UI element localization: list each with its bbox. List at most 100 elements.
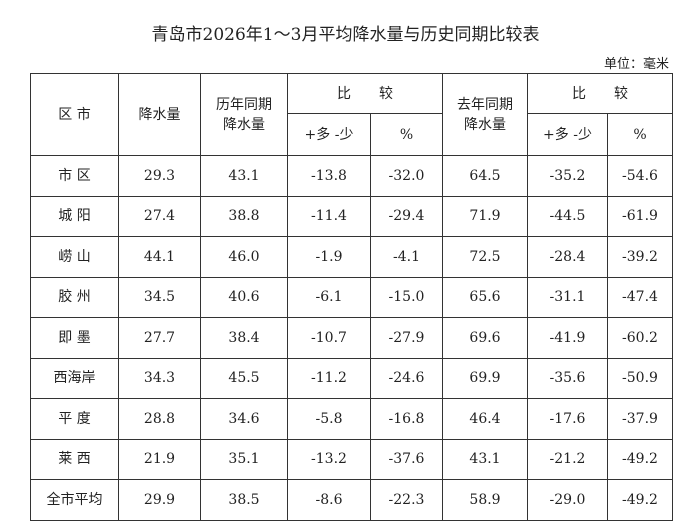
value-cell: -49.2 [607, 438, 673, 480]
value-cell: -61.9 [607, 195, 673, 237]
value-cell: -11.2 [287, 357, 371, 399]
value-cell: -21.2 [527, 438, 608, 480]
value-cell: 34.6 [200, 398, 288, 440]
value-cell: -16.8 [370, 398, 443, 440]
value-cell: 27.7 [118, 317, 201, 359]
value-cell: -54.6 [607, 155, 673, 197]
value-cell: 58.9 [442, 479, 528, 521]
value-cell: 21.9 [118, 438, 201, 480]
district-cell: 胶 州 [30, 276, 119, 318]
value-cell: 29.9 [118, 479, 201, 521]
header-cell: 比 较 [287, 73, 443, 114]
header-line: 去年同期 [457, 96, 513, 113]
header-cell: 降水量 [118, 73, 201, 156]
value-cell: 27.4 [118, 195, 201, 237]
value-cell: -49.2 [607, 479, 673, 521]
value-cell: 46.0 [200, 236, 288, 278]
value-cell: -8.6 [287, 479, 371, 521]
value-cell: 46.4 [442, 398, 528, 440]
value-cell: 38.5 [200, 479, 288, 521]
unit: 单位：毫米 [603, 57, 669, 72]
value-cell: -5.8 [287, 398, 371, 440]
value-cell: -10.7 [287, 317, 371, 359]
header-line: 降水量 [223, 116, 265, 133]
value-cell: -29.4 [370, 195, 443, 237]
data-row: 平 度 28.8 34.6 -5.8 -16.8 46.4 -17.6 -37.9 [30, 398, 673, 440]
value-cell: 28.8 [118, 398, 201, 440]
value-cell: 38.8 [200, 195, 288, 237]
data-row: 莱 西 21.9 35.1 -13.2 -37.6 43.1 -21.2 -49.2 [30, 438, 673, 480]
title: 青岛市2026年1～3月平均降水量与历史同期比较表 [151, 25, 540, 45]
value-cell: 40.6 [200, 276, 288, 318]
header-cell: 区 市 [30, 73, 119, 156]
district-cell: 市 区 [30, 155, 119, 197]
value-cell: -6.1 [287, 276, 371, 318]
value-cell: -60.2 [607, 317, 673, 359]
header-cell: 历年同期 降水量 [200, 73, 288, 156]
value-cell: 34.5 [118, 276, 201, 318]
district-cell: 西海岸 [30, 357, 119, 399]
district-cell: 全市平均 [30, 479, 119, 521]
data-row: 西海岸 34.3 45.5 -11.2 -24.6 69.9 -35.6 -50.9 [30, 357, 673, 399]
data-row: 全市平均 29.9 38.5 -8.6 -22.3 58.9 -29.0 -49.2 [30, 479, 673, 521]
value-cell: -37.9 [607, 398, 673, 440]
value-cell: 35.1 [200, 438, 288, 480]
value-cell: 34.3 [118, 357, 201, 399]
value-cell: -47.4 [607, 276, 673, 318]
value-cell: -28.4 [527, 236, 608, 278]
value-cell: -44.5 [527, 195, 608, 237]
header-cell: +多 -少 [287, 113, 371, 156]
district-cell: 城 阳 [30, 195, 119, 237]
value-cell: 38.4 [200, 317, 288, 359]
header-cell: +多 -少 [527, 113, 608, 156]
value-cell: -39.2 [607, 236, 673, 278]
value-cell: 71.9 [442, 195, 528, 237]
value-cell: 44.1 [118, 236, 201, 278]
value-cell: -37.6 [370, 438, 443, 480]
header-cell: 比 较 [527, 73, 673, 114]
value-cell: -17.6 [527, 398, 608, 440]
value-cell: -41.9 [527, 317, 608, 359]
table: 区 市 降水量 历年同期 降水量 比 较 去年同期 降水量 比 较 +多 -少 % … [30, 73, 673, 521]
district-cell: 崂 山 [30, 236, 119, 278]
value-cell: 64.5 [442, 155, 528, 197]
value-cell: -22.3 [370, 479, 443, 521]
value-cell: 65.6 [442, 276, 528, 318]
data-row: 城 阳 27.4 38.8 -11.4 -29.4 71.9 -44.5 -61.9 [30, 195, 673, 237]
header-cell: % [370, 113, 443, 156]
district-cell: 即 墨 [30, 317, 119, 359]
value-cell: -13.2 [287, 438, 371, 480]
header-line: 降水量 [464, 116, 506, 133]
district-cell: 莱 西 [30, 438, 119, 480]
data-row: 市 区 29.3 43.1 -13.8 -32.0 64.5 -35.2 -54.6 [30, 155, 673, 197]
value-cell: -32.0 [370, 155, 443, 197]
data-row: 胶 州 34.5 40.6 -6.1 -15.0 65.6 -31.1 -47.4 [30, 276, 673, 318]
value-cell: -13.8 [287, 155, 371, 197]
header-cell: % [607, 113, 673, 156]
value-cell: -24.6 [370, 357, 443, 399]
district-cell: 平 度 [30, 398, 119, 440]
value-cell: 69.9 [442, 357, 528, 399]
value-cell: -29.0 [527, 479, 608, 521]
value-cell: -31.1 [527, 276, 608, 318]
value-cell: 43.1 [442, 438, 528, 480]
value-cell: -50.9 [607, 357, 673, 399]
data-row: 崂 山 44.1 46.0 -1.9 -4.1 72.5 -28.4 -39.2 [30, 236, 673, 278]
value-cell: -4.1 [370, 236, 443, 278]
value-cell: 29.3 [118, 155, 201, 197]
value-cell: 69.6 [442, 317, 528, 359]
data-row: 即 墨 27.7 38.4 -10.7 -27.9 69.6 -41.9 -60.2 [30, 317, 673, 359]
header-cell: 去年同期 降水量 [442, 73, 528, 156]
value-cell: 45.5 [200, 357, 288, 399]
header-row: 区 市 降水量 历年同期 降水量 比 较 去年同期 降水量 比 较 [30, 73, 673, 156]
value-cell: -15.0 [370, 276, 443, 318]
header-line: 历年同期 [216, 96, 272, 113]
value-cell: 72.5 [442, 236, 528, 278]
value-cell: -11.4 [287, 195, 371, 237]
value-cell: -1.9 [287, 236, 371, 278]
value-cell: -27.9 [370, 317, 443, 359]
value-cell: -35.2 [527, 155, 608, 197]
value-cell: -35.6 [527, 357, 608, 399]
value-cell: 43.1 [200, 155, 288, 197]
